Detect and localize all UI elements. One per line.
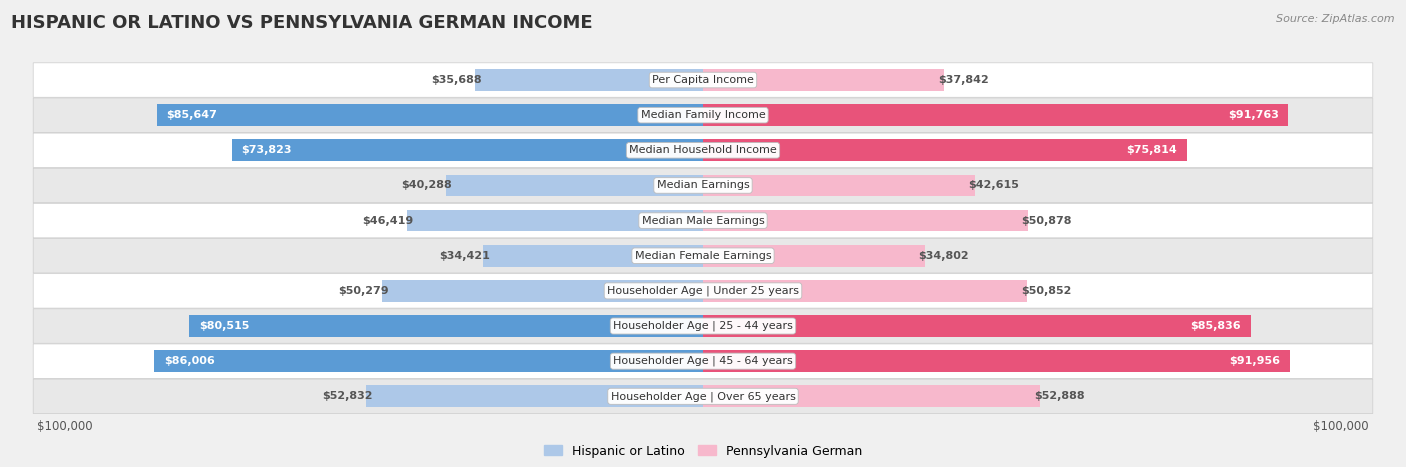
Text: $52,888: $52,888	[1033, 391, 1084, 401]
Text: Householder Age | 45 - 64 years: Householder Age | 45 - 64 years	[613, 356, 793, 367]
Bar	[155, 350, 703, 372]
Bar	[475, 69, 703, 91]
Text: $91,763: $91,763	[1227, 110, 1279, 120]
Text: Median Male Earnings: Median Male Earnings	[641, 216, 765, 226]
Bar	[703, 245, 925, 267]
Text: $73,823: $73,823	[242, 145, 292, 156]
Text: HISPANIC OR LATINO VS PENNSYLVANIA GERMAN INCOME: HISPANIC OR LATINO VS PENNSYLVANIA GERMA…	[11, 14, 593, 32]
Text: Householder Age | Over 65 years: Householder Age | Over 65 years	[610, 391, 796, 402]
Text: Householder Age | Under 25 years: Householder Age | Under 25 years	[607, 286, 799, 296]
FancyBboxPatch shape	[34, 204, 1372, 238]
Text: $75,814: $75,814	[1126, 145, 1177, 156]
Text: $50,878: $50,878	[1021, 216, 1071, 226]
FancyBboxPatch shape	[34, 168, 1372, 203]
Bar	[406, 210, 703, 232]
Bar	[190, 315, 703, 337]
Text: $85,647: $85,647	[166, 110, 217, 120]
FancyBboxPatch shape	[34, 344, 1372, 378]
Text: Median Earnings: Median Earnings	[657, 180, 749, 191]
Bar	[703, 210, 1028, 232]
FancyBboxPatch shape	[34, 98, 1372, 133]
Bar	[446, 175, 703, 196]
Text: Householder Age | 25 - 44 years: Householder Age | 25 - 44 years	[613, 321, 793, 331]
Bar	[232, 140, 703, 161]
Bar	[703, 315, 1250, 337]
Bar	[703, 104, 1288, 126]
Text: $91,956: $91,956	[1229, 356, 1279, 366]
Text: $42,615: $42,615	[969, 180, 1019, 191]
Bar	[703, 69, 945, 91]
Text: $46,419: $46,419	[361, 216, 413, 226]
Bar	[703, 385, 1040, 407]
Text: $50,279: $50,279	[337, 286, 388, 296]
FancyBboxPatch shape	[34, 133, 1372, 168]
Bar	[703, 350, 1289, 372]
Text: Source: ZipAtlas.com: Source: ZipAtlas.com	[1277, 14, 1395, 24]
FancyBboxPatch shape	[34, 63, 1372, 97]
Bar	[484, 245, 703, 267]
Text: $34,421: $34,421	[439, 251, 489, 261]
Text: $37,842: $37,842	[938, 75, 988, 85]
FancyBboxPatch shape	[34, 274, 1372, 308]
Bar	[703, 140, 1187, 161]
Bar	[703, 280, 1028, 302]
FancyBboxPatch shape	[34, 309, 1372, 343]
Text: $50,852: $50,852	[1021, 286, 1071, 296]
Bar	[703, 175, 974, 196]
FancyBboxPatch shape	[34, 239, 1372, 273]
Bar	[382, 280, 703, 302]
Bar	[156, 104, 703, 126]
Text: $85,836: $85,836	[1191, 321, 1241, 331]
Text: Per Capita Income: Per Capita Income	[652, 75, 754, 85]
FancyBboxPatch shape	[34, 379, 1372, 413]
Text: $34,802: $34,802	[918, 251, 969, 261]
Text: $35,688: $35,688	[432, 75, 482, 85]
Text: Median Household Income: Median Household Income	[628, 145, 778, 156]
Text: $52,832: $52,832	[322, 391, 373, 401]
Legend: Hispanic or Latino, Pennsylvania German: Hispanic or Latino, Pennsylvania German	[538, 439, 868, 463]
Text: $86,006: $86,006	[165, 356, 215, 366]
Text: Median Family Income: Median Family Income	[641, 110, 765, 120]
Text: Median Female Earnings: Median Female Earnings	[634, 251, 772, 261]
Text: $40,288: $40,288	[402, 180, 453, 191]
Text: $80,515: $80,515	[200, 321, 249, 331]
Bar	[366, 385, 703, 407]
